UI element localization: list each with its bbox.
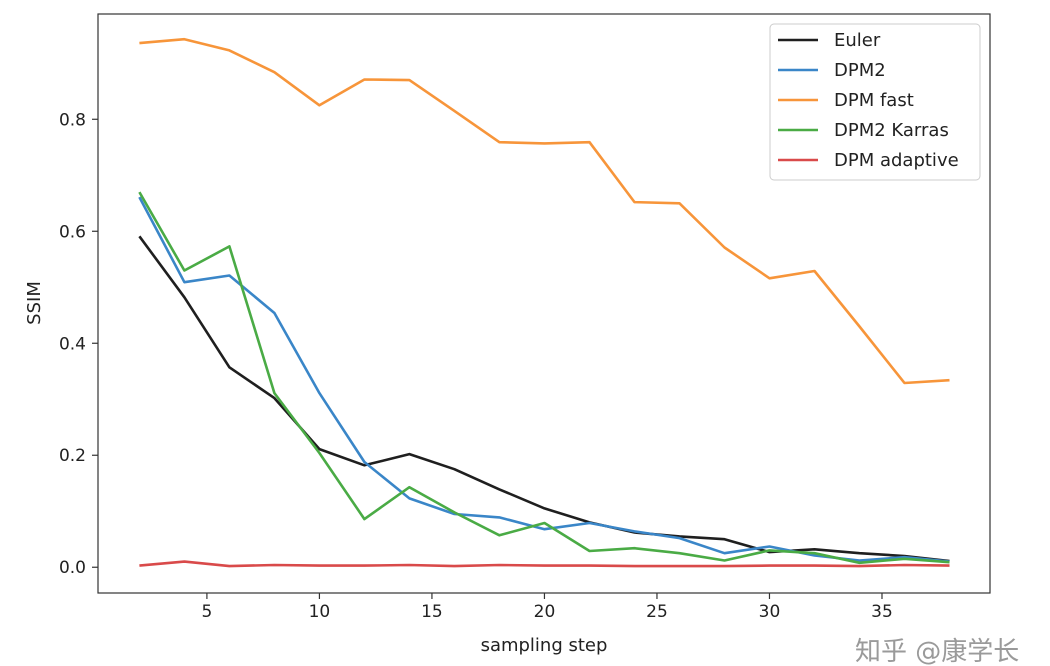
legend-label: DPM2 Karras [834, 120, 949, 141]
legend-item: DPM2 [778, 60, 886, 81]
legend-item: Euler [778, 30, 881, 51]
series-line-dpm-adaptive [139, 560, 950, 568]
legend-label: DPM adaptive [834, 150, 959, 171]
series-line-euler [138, 235, 950, 563]
legend-box [769, 23, 981, 181]
y-tick-label: 0.4 [59, 334, 86, 354]
y-axis-label: SSIM [24, 281, 45, 325]
x-tick-label: 30 [759, 602, 781, 622]
series-layer [138, 37, 950, 568]
x-tick-label: 5 [201, 602, 212, 622]
x-tick-label: 15 [421, 602, 443, 622]
x-tick-label: 25 [646, 602, 668, 622]
y-tick-label: 0.0 [59, 558, 86, 578]
y-tick-label: 0.2 [59, 446, 86, 466]
y-tick-label: 0.6 [59, 222, 86, 242]
legend-label: DPM2 [834, 60, 886, 81]
legend-item: DPM fast [778, 90, 914, 111]
series-line-dpm2 [138, 196, 950, 563]
series-line-dpm-fast [139, 37, 950, 385]
legend-label: Euler [834, 30, 881, 51]
x-tick-label: 10 [309, 602, 331, 622]
y-axis-ticks: 0.0 0.2 0.4 0.6 0.8 [59, 110, 98, 578]
legend-label: DPM fast [834, 90, 914, 111]
legend-item: DPM2 Karras [778, 120, 949, 141]
legend-item: DPM adaptive [778, 150, 959, 171]
x-tick-label: 20 [534, 602, 556, 622]
x-axis-ticks: 5 10 15 20 25 30 35 [201, 593, 893, 622]
y-tick-label: 0.8 [59, 110, 86, 130]
x-tick-label: 35 [871, 602, 893, 622]
watermark: 知乎 @康学长 [855, 637, 1019, 666]
series-line-dpm2-karras [138, 191, 950, 565]
x-axis-label: sampling step [481, 635, 608, 656]
legend: Euler DPM2 DPM fast DPM2 Karras DPM adaptive [769, 23, 981, 181]
